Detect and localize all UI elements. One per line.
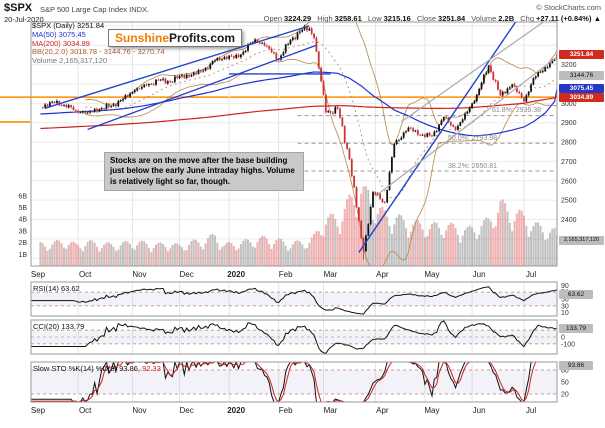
low-label: Low	[367, 14, 382, 23]
cci-header: CCI(20) 133.79	[33, 322, 84, 331]
close-label: Close	[416, 14, 437, 23]
legend-spx: $SPX (Daily) 3251.84	[32, 21, 105, 30]
cci-value: 133.79	[61, 322, 85, 331]
last-price-box: 3251.84	[559, 50, 604, 59]
chg-value: +27.11 (+0.84%)	[536, 14, 592, 23]
open-label: Open	[263, 14, 282, 23]
fib-label-500: 50.0%: 2793.98	[448, 135, 498, 142]
volume-value: 2.2B	[498, 14, 515, 23]
fib-label-382: 38.2%: 2650.81	[448, 163, 498, 170]
chart-date: 20-Jul-2020	[4, 15, 44, 24]
chg-label: Chg	[520, 14, 534, 23]
quote-line: Open 3224.29 High 3258.61 Low 3215.16 Close…	[260, 14, 601, 23]
ma50-box: 3075.45	[559, 84, 604, 93]
high-label: High	[317, 14, 333, 23]
ma200-box: 3034.89	[559, 93, 604, 102]
cci-value-box: 133.79	[559, 324, 593, 333]
close-value: 3251.84	[438, 14, 466, 23]
annotation-note: Stocks are on the move after the base bu…	[104, 152, 304, 192]
symbol: $SPX	[4, 2, 33, 14]
legend-ma50: MA(50) 3075.45	[32, 29, 86, 39]
open-value: 3224.29	[284, 14, 312, 23]
cci-label: CCI(20)	[33, 322, 60, 331]
sto-d-value: 92.33	[142, 364, 161, 373]
rsi-value-box: 63.62	[559, 290, 593, 299]
copyright: © StockCharts.com	[536, 3, 601, 12]
rsi-value: 63.62	[60, 284, 80, 293]
logo-part1: Sunshine	[115, 31, 170, 45]
high-value: 3258.61	[334, 14, 362, 23]
logo-part2: Profits.com	[169, 31, 236, 45]
sto-value-box: 93.86	[559, 361, 593, 370]
rsi-header: RSI(14) 63.62	[33, 284, 80, 293]
bb-mid-box: 3144.76	[559, 71, 604, 80]
sto-k-value: 93.86,	[119, 364, 141, 373]
up-arrow-icon: ▲	[593, 14, 601, 23]
legend-bb: BB(20,2.0) 3018.78 - 3144.76 - 3270.74	[32, 47, 165, 57]
exchange-label: INDX.	[129, 5, 150, 14]
volume-label: Volume	[471, 14, 497, 23]
volume-box: 2,165,317,120	[559, 236, 604, 245]
legend-volume: Volume 2,165,317,120	[32, 56, 108, 66]
low-value: 3215.16	[383, 14, 411, 23]
sto-header: Slow STO %K(14) %D(3) 93.86, 92.33	[33, 364, 161, 373]
rsi-label: RSI(14)	[33, 284, 59, 293]
legend: $SPX (Daily) 3251.84 MA(50) 3075.45 MA(2…	[32, 21, 165, 66]
fib-label-618: 61.8%: 2936.38	[492, 107, 542, 114]
legend-ma200: MA(200) 3034.89	[32, 38, 90, 48]
index-name-text: S&P 500 Large Cap Index	[40, 5, 128, 14]
sunshineprofits-logo: SunshineProfits.com	[108, 29, 243, 47]
sto-label: Slow STO %K(14) %D(3)	[33, 364, 118, 373]
index-name: S&P 500 Large Cap Index INDX.	[40, 5, 149, 14]
